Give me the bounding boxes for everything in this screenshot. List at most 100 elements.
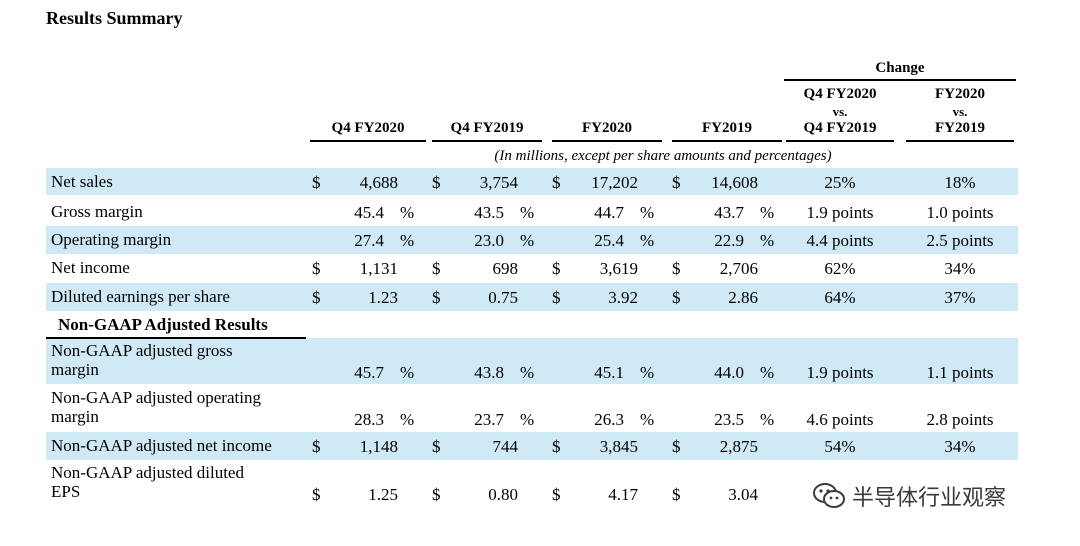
column-rule — [672, 140, 782, 142]
currency-sign: $ — [552, 485, 561, 504]
row-label: Gross margin — [51, 202, 143, 221]
value-cell: 2,875 — [719, 437, 758, 456]
column-header-fy20: FY2020 — [582, 120, 632, 136]
watermark-text: 半导体行业观察 — [852, 486, 1007, 511]
value-cell: 22.9 — [714, 231, 744, 250]
currency-sign: $ — [672, 173, 681, 192]
value-cell: 23.5 — [714, 410, 744, 429]
column-header-fy19: FY2019 — [702, 120, 752, 136]
currency-sign: $ — [432, 259, 441, 278]
currency-sign: $ — [432, 437, 441, 456]
change-cell: 62% — [824, 259, 856, 278]
value-cell: 44.0 — [714, 363, 744, 382]
currency-sign: $ — [432, 485, 441, 504]
value-cell: 3.04 — [728, 485, 758, 504]
row-label: Diluted earnings per share — [51, 287, 230, 306]
change-column-rule — [906, 140, 1014, 142]
change-cell: 1.0 points — [926, 203, 994, 222]
watermark: 半导体行业观察 — [812, 480, 1006, 512]
percent-sign: % — [400, 363, 415, 382]
change-header: Change — [875, 60, 925, 76]
change-cell: 34% — [944, 437, 976, 456]
currency-sign: $ — [432, 173, 441, 192]
currency-sign: $ — [552, 437, 561, 456]
row-label: margin — [51, 407, 99, 426]
row-label: Non-GAAP adjusted diluted — [51, 463, 244, 482]
percent-sign: % — [640, 203, 655, 222]
change-cell: 64% — [824, 288, 856, 307]
percent-sign: % — [520, 363, 535, 382]
table-row: Net income $1,131 $698 $3,619 $2,706 62% 34% — [46, 254, 1018, 282]
change-column-header-2: FY2020 — [935, 86, 985, 102]
value-cell: 3,845 — [599, 437, 638, 456]
currency-sign: $ — [312, 259, 321, 278]
percent-sign: % — [520, 410, 535, 429]
value-cell: 28.3 — [354, 410, 384, 429]
table-row: Non-GAAP adjusted gross margin 45.7% 43.8% 4… — [46, 338, 1018, 384]
percent-sign: % — [760, 363, 775, 382]
currency-sign: $ — [672, 259, 681, 278]
value-cell: 1,131 — [359, 259, 398, 278]
percent-sign: % — [760, 203, 775, 222]
units-note: (In millions, except per share amounts a… — [494, 148, 832, 164]
change-cell: 4.4 points — [806, 231, 874, 250]
percent-sign: % — [640, 410, 655, 429]
change-column-header-1: vs. — [832, 104, 848, 119]
change-cell: 2.8 points — [926, 410, 994, 429]
change-column-header-2: vs. — [952, 104, 968, 119]
row-label: Net sales — [51, 172, 113, 191]
value-cell: 3,754 — [479, 173, 518, 192]
table-row: Non-GAAP adjusted diluted EPS $1.25 $0.80 $4… — [46, 460, 1018, 506]
table-row: Non-GAAP adjusted net income $1,148 $744 $3… — [46, 432, 1018, 460]
change-column-rule — [786, 140, 894, 142]
value-cell: 0.80 — [488, 485, 518, 504]
currency-sign: $ — [432, 288, 441, 307]
column-rule — [552, 140, 662, 142]
row-label: Net income — [51, 258, 130, 277]
currency-sign: $ — [552, 288, 561, 307]
percent-sign: % — [400, 231, 415, 250]
value-cell: 744 — [492, 437, 519, 456]
value-cell: 23.0 — [474, 231, 504, 250]
value-cell: 2.86 — [728, 288, 758, 307]
value-cell: 1.25 — [368, 485, 398, 504]
percent-sign: % — [640, 363, 655, 382]
column-rule — [432, 140, 542, 142]
percent-sign: % — [400, 410, 415, 429]
table-row: Net sales $4,688 $3,754 $17,202 $14,608 25% 18… — [46, 168, 1018, 195]
section-rule — [46, 337, 306, 339]
value-cell: 25.4 — [594, 231, 624, 250]
row-label: Non-GAAP adjusted gross — [51, 341, 233, 360]
change-cell: 1.1 points — [926, 363, 994, 382]
value-cell: 14,608 — [711, 173, 758, 192]
value-cell: 4.17 — [608, 485, 638, 504]
currency-sign: $ — [312, 288, 321, 307]
percent-sign: % — [400, 203, 415, 222]
change-cell: 34% — [944, 259, 976, 278]
change-cell: 2.5 points — [926, 231, 994, 250]
value-cell: 43.5 — [474, 203, 504, 222]
value-cell: 2,706 — [719, 259, 758, 278]
column-rule — [310, 140, 426, 142]
table-row: Operating margin 27.4% 23.0% 25.4% 22.9% 4.4 … — [46, 226, 1018, 254]
change-column-header-2: FY2019 — [935, 120, 985, 136]
value-cell: 23.7 — [474, 410, 504, 429]
currency-sign: $ — [312, 485, 321, 504]
percent-sign: % — [520, 231, 535, 250]
currency-sign: $ — [552, 259, 561, 278]
percent-sign: % — [640, 231, 655, 250]
value-cell: 4,688 — [359, 173, 398, 192]
change-cell: 18% — [944, 173, 976, 192]
value-cell: 0.75 — [488, 288, 518, 307]
column-header-q4fy19: Q4 FY2019 — [450, 120, 524, 136]
value-cell: 3,619 — [599, 259, 638, 278]
page-title: Results Summary — [46, 8, 183, 28]
value-cell: 26.3 — [594, 410, 624, 429]
percent-sign: % — [520, 203, 535, 222]
wechat-icon — [813, 483, 845, 508]
column-header-q4fy20: Q4 FY2020 — [331, 120, 405, 136]
value-cell: 43.8 — [474, 363, 504, 382]
value-cell: 3.92 — [608, 288, 638, 307]
row-label: EPS — [51, 482, 81, 501]
value-cell: 43.7 — [714, 203, 744, 222]
